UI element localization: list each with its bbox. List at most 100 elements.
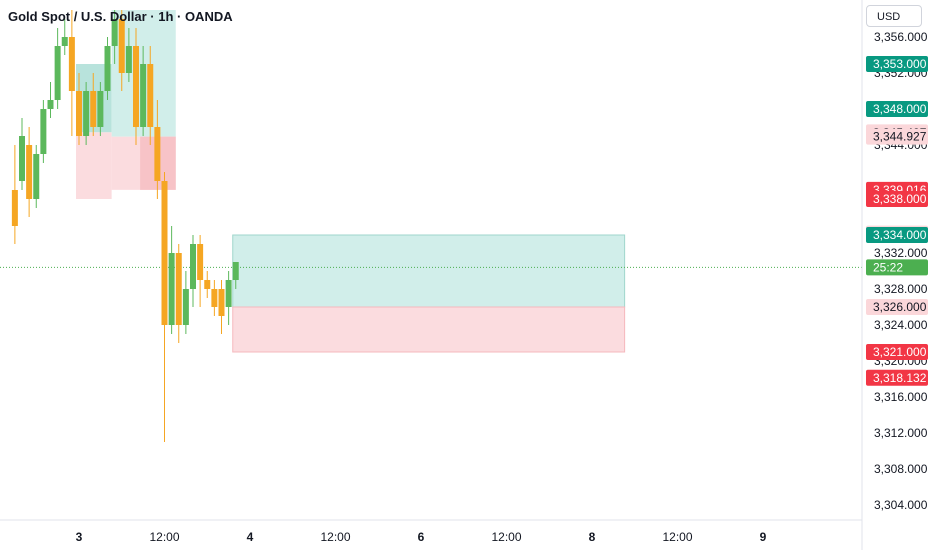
candle-body <box>19 136 25 181</box>
price-label-badge: 3,353.000 <box>866 56 928 72</box>
candle-body <box>83 91 90 136</box>
candle-body <box>232 262 239 280</box>
candle <box>19 118 25 190</box>
price-label-bg <box>866 299 928 315</box>
time-tick-label: 9 <box>760 530 767 544</box>
candle <box>232 262 239 289</box>
candle <box>68 10 75 136</box>
price-label-text: 3,353.000 <box>873 57 927 71</box>
price-labels: 3,353.0003,348.0003,345.4073,344.9273,33… <box>866 56 928 386</box>
candle-body <box>204 280 211 289</box>
candle <box>33 145 40 208</box>
candle-body <box>54 46 61 100</box>
price-label-text: 3,344.927 <box>873 130 927 144</box>
candle-body <box>90 91 97 127</box>
price-tick-label: 3,304.000 <box>874 498 928 512</box>
candle <box>197 235 204 307</box>
time-axis[interactable]: 3 12:00 4 12:00 6 12:00 8 12:00 9 <box>76 530 767 544</box>
candle-body <box>190 244 196 289</box>
price-tick-label: 3,356.000 <box>874 30 928 44</box>
candle-body <box>104 46 111 91</box>
price-label-bg <box>866 227 928 243</box>
candle <box>182 271 189 334</box>
candle <box>125 28 132 82</box>
candle <box>54 28 61 109</box>
price-label-bg <box>866 259 928 276</box>
candle-body <box>40 109 47 154</box>
time-tick-label: 12:00 <box>320 530 350 544</box>
candle-body <box>154 127 161 181</box>
candle <box>225 271 232 325</box>
price-label-bg <box>866 369 928 386</box>
price-label-badge: 3,326.000 <box>866 299 928 315</box>
chart-title: Gold Spot / U.S. Dollar · 1h · OANDA <box>8 9 233 24</box>
price-label-badge: 3,334.000 <box>866 227 928 243</box>
price-tick-label: 3,316.000 <box>874 390 928 404</box>
currency-button[interactable]: USD <box>866 5 922 27</box>
candle-body <box>26 145 33 199</box>
time-tick-label: 12:00 <box>662 530 692 544</box>
price-label-text: 3,348.000 <box>873 102 927 116</box>
price-label-bg <box>866 101 928 117</box>
candle-body <box>76 91 82 136</box>
time-tick-label: 6 <box>418 530 425 544</box>
price-label-badge: 25:22 <box>866 259 928 276</box>
candle <box>76 73 82 145</box>
time-tick-label: 8 <box>589 530 596 544</box>
price-label-text: 3,321.000 <box>873 345 927 359</box>
price-label-badge: 3,338.000 <box>866 191 928 207</box>
candle <box>211 280 218 316</box>
candle <box>140 46 147 136</box>
candle <box>204 271 211 298</box>
candle <box>104 37 111 100</box>
candle-body <box>218 289 225 316</box>
candle-body <box>47 100 54 109</box>
price-label-badge: 3,344.927 <box>866 128 928 145</box>
candle <box>133 28 139 145</box>
candle-body <box>33 154 40 199</box>
candle-body <box>111 19 118 46</box>
time-tick-label: 12:00 <box>149 530 179 544</box>
price-label-text: 3,326.000 <box>873 300 927 314</box>
candle <box>83 82 90 145</box>
price-label-badge: 3,318.132 <box>866 369 928 386</box>
price-tick-label: 3,312.000 <box>874 426 928 440</box>
price-label-text: 25:22 <box>873 260 903 274</box>
candle-body <box>97 91 104 127</box>
candle-body <box>61 37 68 46</box>
time-tick-label: 12:00 <box>491 530 521 544</box>
candle-body <box>211 289 218 307</box>
candle <box>61 19 68 55</box>
price-tick-label: 3,328.000 <box>874 282 928 296</box>
candle-body <box>225 280 232 307</box>
price-label-text: 3,318.132 <box>873 371 927 385</box>
candle <box>168 226 175 334</box>
candle <box>154 100 161 199</box>
candle-body <box>125 46 132 73</box>
candle-body <box>11 190 18 226</box>
price-label-bg <box>866 128 928 145</box>
price-label-bg <box>866 56 928 72</box>
price-label-badge: 3,321.000 <box>866 344 928 360</box>
candle-body <box>118 19 125 73</box>
price-label-bg <box>866 344 928 360</box>
candle <box>161 172 168 442</box>
price-label-bg <box>866 191 928 207</box>
candle-body <box>197 244 204 280</box>
stop-zone <box>232 306 626 353</box>
risk-zone-1 <box>76 132 112 199</box>
candle-body <box>68 37 75 91</box>
candle-body <box>147 64 154 127</box>
price-label-badge: 3,348.000 <box>866 101 928 117</box>
candle <box>47 82 54 118</box>
price-tick-label: 3,324.000 <box>874 318 928 332</box>
candle <box>26 127 33 217</box>
candle-body <box>182 289 189 325</box>
target-zone <box>232 234 626 308</box>
candle <box>118 10 125 91</box>
candle <box>218 280 225 334</box>
candle <box>11 145 18 244</box>
candle <box>175 244 182 343</box>
